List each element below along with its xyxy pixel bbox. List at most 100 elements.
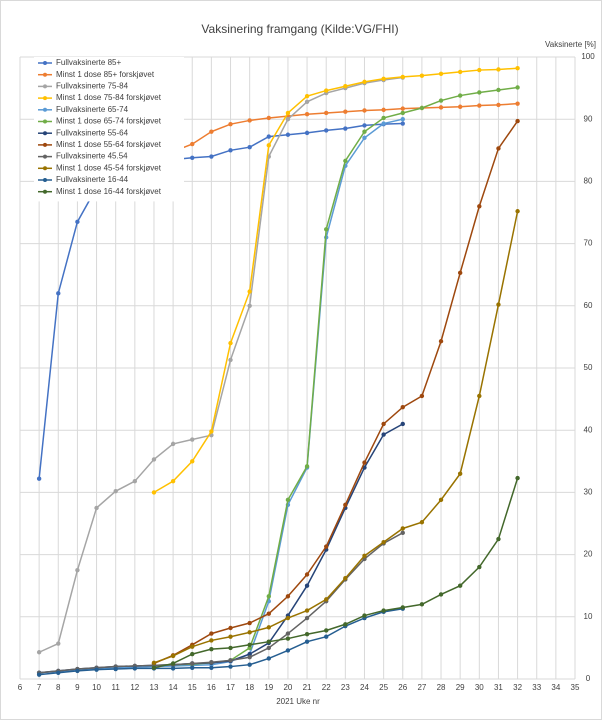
data-point [477,90,482,95]
legend-label: Fullvaksinerte 45.54 [56,152,128,161]
legend-swatch-dot [43,154,47,159]
series-line [39,532,404,674]
data-point [400,106,405,111]
x-tick-label: 28 [437,683,446,692]
data-point [304,112,310,117]
data-point [75,219,80,225]
data-point [400,121,405,126]
data-point [285,117,291,122]
data-point [362,129,367,134]
data-point [209,660,214,665]
data-point [419,520,425,525]
legend-swatch-dot [43,84,47,89]
data-point [419,393,425,399]
data-point [228,148,233,153]
series-line [153,477,519,669]
legend-label: Minst 1 dose 75-84 forskjøvet [56,93,162,102]
data-point [438,339,444,344]
data-point [477,103,482,108]
data-point [36,476,42,481]
data-point [343,576,348,581]
data-point [324,227,329,232]
data-point [228,625,233,631]
data-point [343,84,348,89]
x-tick-label: 7 [37,683,42,692]
data-point [151,665,157,671]
data-point [457,69,463,75]
data-point [419,73,425,78]
series-line [38,76,403,653]
x-tick-label: 30 [475,683,484,692]
data-point [324,544,329,549]
x-tick-label: 16 [207,683,216,692]
data-point [477,204,482,209]
series-line [153,120,519,665]
x-tick-label: 20 [283,683,292,692]
data-point [457,270,463,276]
x-tick-label: 24 [360,683,369,692]
legend-label: Fullvaksinerte 16-44 [56,175,129,184]
data-point [285,594,291,599]
data-point [304,99,310,104]
data-point [209,154,214,159]
data-point [457,471,463,476]
y-axis-label: Vaksinerte [%] [545,40,596,49]
data-point [362,79,367,85]
data-point [75,668,80,674]
data-point [362,460,367,465]
legend-swatch-dot [43,178,47,182]
data-point [266,594,271,599]
data-point [247,118,252,123]
data-point [419,105,425,111]
data-point [477,393,482,399]
x-tick-label: 17 [226,683,235,692]
data-point [228,357,233,363]
legend-label: Fullvaksinerte 85+ [56,58,121,67]
data-point [381,115,386,121]
data-point [113,488,118,494]
data-point [190,141,195,147]
x-tick-label: 11 [112,683,121,692]
data-point [285,497,291,503]
data-point [400,605,405,610]
x-tick-label: 34 [551,683,560,692]
data-point [496,102,501,108]
data-point [304,639,310,644]
x-tick-label: 12 [130,683,139,692]
x-tick-label: 27 [417,683,426,692]
data-point [36,650,42,655]
data-point [190,437,195,442]
data-point [400,530,405,536]
data-point [515,85,520,90]
data-point [266,143,271,148]
data-point [247,651,252,657]
legend-swatch-dot [43,166,47,171]
legend-box [34,57,184,202]
data-point [56,291,61,296]
data-point [381,421,386,427]
data-point [438,105,444,110]
data-point [381,76,386,81]
legend-label: Minst 1 dose 16-44 forskjøvet [56,187,162,196]
data-point [400,421,405,427]
data-point [496,536,501,542]
x-tick-label: 19 [264,683,273,692]
data-point [209,646,214,652]
data-point [36,672,42,677]
data-point [190,665,195,671]
data-point [438,98,444,103]
data-point [285,615,291,621]
data-point [304,572,310,577]
data-point [266,134,271,139]
data-point [228,645,233,651]
data-point [381,608,386,613]
y-tick-label: 0 [586,674,591,683]
data-point [247,642,252,647]
legend-swatch-dot [43,189,47,194]
data-point [362,123,367,128]
x-tick-label: 35 [571,683,580,692]
data-point [190,155,195,160]
data-point [209,631,214,636]
x-tick-label: 33 [532,683,541,692]
data-point [343,158,348,164]
